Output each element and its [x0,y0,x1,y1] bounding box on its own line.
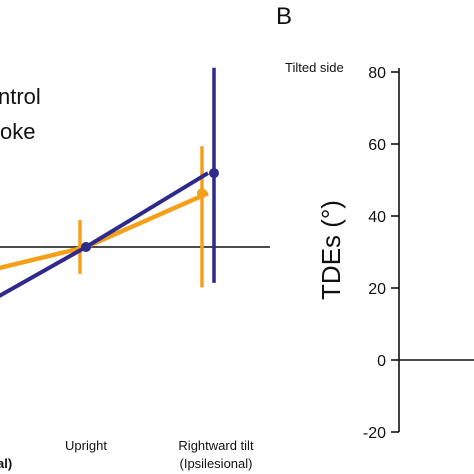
x-tick-sublabel-rightward-tilt: (Ipsilesional) [180,456,253,471]
data-point-series-2-2 [209,168,219,179]
x-tick-label-rightward-tilt: Rightward tilt [178,438,254,453]
panel-b: B Tilted side -20 0 20 40 60 80 TDEs (°) [276,3,474,442]
x-tick-label-upright: Upright [65,438,107,453]
y-tick-label-4: 60 [368,137,386,154]
legend-label-series-1: ntrol [0,84,41,109]
panel-a-series-group [0,67,219,298]
y-tick-label-1: 0 [377,353,386,370]
tilted-side-annotation: Tilted side [285,60,344,75]
panel-b-label: B [276,3,292,30]
x-tick-sublabel-left: al) [0,456,12,471]
panel-a: ntrol oke Upright Rightward tilt (Ipsile… [0,67,270,471]
data-point-series-1-2 [197,188,207,199]
series-line-1 [0,191,209,271]
y-tick-label-2: 20 [368,281,386,298]
y-tick-label-0: -20 [363,425,386,442]
y-tick-label-3: 40 [368,209,386,226]
y-tick-label-5: 80 [368,65,386,82]
legend-label-series-2: oke [0,119,35,144]
data-point-series-2-1 [81,242,91,252]
panel-b-y-axis-label: TDEs (°) [316,200,346,300]
panel-b-y-ticks: -20 0 20 40 60 80 [363,65,399,442]
